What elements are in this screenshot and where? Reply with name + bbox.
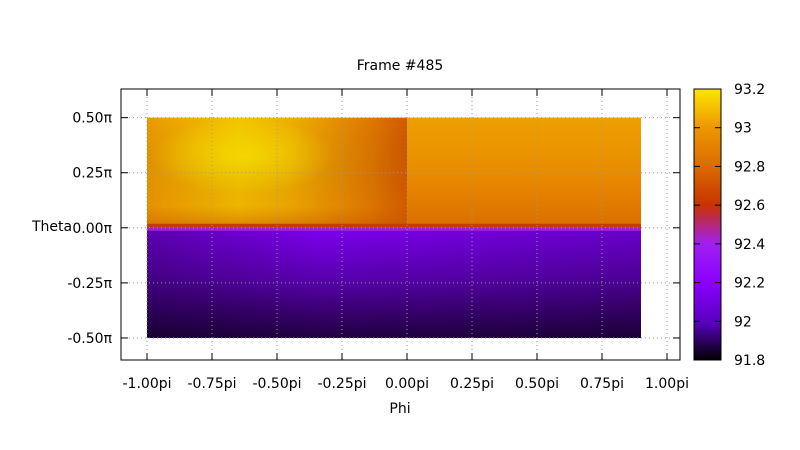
x-axis-label: Phi — [389, 401, 410, 417]
colorbar-tick-label: 92.8 — [734, 159, 765, 175]
y-tick-label: 0.50π — [72, 111, 112, 127]
x-tick-label: 0.00pi — [385, 376, 429, 392]
colorbar-ticks: 91.8 92 92.2 92.4 92.6 92.8 93 93.2 — [694, 82, 765, 369]
x-tick-label: 1.00pi — [645, 376, 689, 392]
heatmap-band-magenta — [147, 227, 641, 231]
x-axis-ticks: -1.00pi -0.75pi -0.50pi -0.25pi 0.00pi 0.25pi… — [123, 89, 689, 392]
chart-title: Frame #485 — [357, 58, 444, 74]
y-tick-label: -0.25π — [67, 276, 112, 292]
colorbar-gradient — [693, 88, 722, 361]
colorbar-tick-label: 92 — [734, 314, 752, 330]
x-tick-label: 0.75pi — [580, 376, 624, 392]
x-tick-label: -0.25pi — [318, 376, 367, 392]
plot-frame — [120, 88, 681, 361]
colorbar-tick-label: 93 — [734, 121, 752, 137]
colorbar-tick-label: 92.4 — [734, 237, 765, 253]
heatmap-band-red — [147, 223, 641, 228]
colorbar-tick-label: 93.2 — [734, 82, 765, 98]
colorbar-tick-label: 91.8 — [734, 353, 765, 369]
colorbar: 91.8 92 92.2 92.4 92.6 92.8 93 93.2 — [693, 82, 765, 369]
x-tick-label: -1.00pi — [123, 376, 172, 392]
y-tick-label: 0.25π — [72, 166, 112, 182]
x-tick-label: -0.75pi — [188, 376, 237, 392]
y-tick-label: 0.00π — [72, 221, 112, 237]
x-tick-label: -0.50pi — [253, 376, 302, 392]
x-tick-label: 0.25pi — [450, 376, 494, 392]
colorbar-tick-label: 92.2 — [734, 276, 765, 292]
y-axis-ticks: 0.50π 0.25π 0.00π -0.25π -0.50π — [67, 111, 680, 347]
y-axis-label: Theta — [31, 219, 72, 235]
colorbar-tick-label: 92.6 — [734, 198, 765, 214]
y-tick-label: -0.50π — [67, 331, 112, 347]
x-tick-label: 0.50pi — [515, 376, 559, 392]
